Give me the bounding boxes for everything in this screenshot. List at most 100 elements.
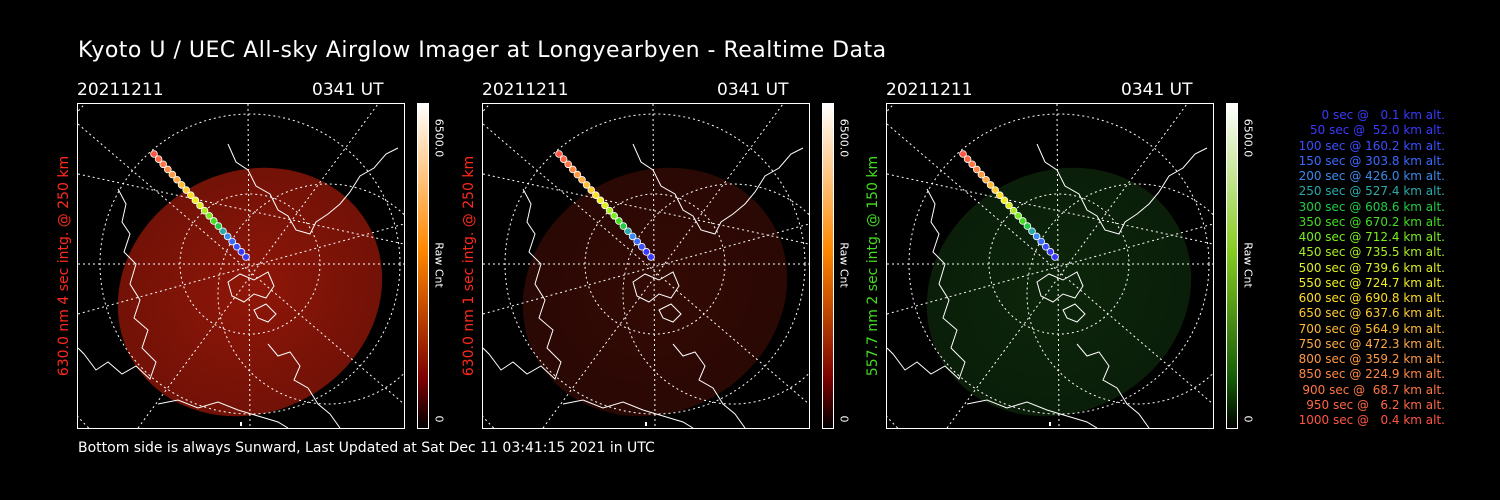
trajectory-point	[196, 201, 204, 210]
colorbar-max-label: 6500.0	[837, 118, 851, 158]
trajectory-point	[242, 253, 250, 261]
coastline	[672, 343, 746, 428]
panel-date: 20211211	[886, 80, 973, 100]
colorbar-min-label: 0	[432, 415, 446, 423]
coastline	[632, 143, 804, 235]
airglow-image	[522, 167, 788, 417]
trajectory-point	[977, 170, 986, 179]
legend-row: 0 sec @ 0.1 km alt.	[1321, 108, 1446, 122]
panel-wavelength-label-wrap: 630.0 nm 4 sec intg. @ 250 km	[55, 103, 73, 429]
legend-row: 900 sec @ 68.7 km alt.	[1302, 382, 1445, 397]
trajectory-point	[605, 206, 614, 215]
panel-wavelength-label-wrap: 630.0 nm 1 sec intg. @ 250 km	[460, 103, 478, 429]
trajectory-point	[1051, 253, 1059, 261]
trajectory-point	[968, 160, 976, 169]
trajectory-point	[619, 222, 628, 230]
trajectory-point	[219, 227, 227, 236]
panel-wavelength-label: 630.0 nm 4 sec intg. @ 250 km	[56, 155, 72, 377]
trajectory-point	[210, 217, 218, 225]
grid-line	[483, 123, 809, 405]
panel-630nm-4sec: 20211211 0341 UT 630.0 nm 4 sec intg. @ …	[56, 80, 517, 440]
trajectory-point	[173, 175, 181, 184]
grid-line	[887, 223, 1213, 315]
trajectory-point	[159, 160, 167, 169]
trajectory-point	[187, 191, 195, 199]
trajectory-point	[1028, 227, 1036, 236]
trajectory-point	[1032, 232, 1041, 241]
trajectory-point	[1023, 222, 1032, 230]
coastline	[267, 343, 341, 428]
trajectory-point	[1000, 196, 1009, 205]
colorbar-name-wrap: Raw Cnt	[834, 235, 854, 295]
colorbar-max-label: 6500.0	[1241, 118, 1255, 158]
trajectory-point	[633, 237, 642, 246]
trajectory-point	[592, 191, 600, 199]
allsky-image	[77, 103, 405, 429]
trajectory-point	[223, 232, 232, 241]
trajectory-point	[182, 186, 190, 194]
trajectory-point	[168, 170, 177, 179]
panel-time: 0341 UT	[1121, 80, 1193, 100]
panel-date: 20211211	[77, 80, 164, 100]
trajectory-point	[154, 155, 163, 163]
trajectory-point	[191, 196, 200, 205]
trajectory-point	[982, 175, 990, 184]
colorbar-min-wrap: 0	[429, 412, 449, 426]
trajectory-point	[628, 232, 637, 241]
coastline	[1036, 271, 1086, 323]
trajectory-point	[555, 150, 563, 158]
trajectory-point	[647, 253, 655, 261]
grid-line	[483, 173, 809, 245]
legend-row: 950 sec @ 6.2 km alt.	[1306, 397, 1445, 412]
colorbar-name-label: Raw Cnt	[837, 242, 851, 288]
trajectory-legend: 0 sec @ 0.1 km alt. 50 sec @ 52.0 km alt.…	[1255, 108, 1445, 428]
trajectory-point	[573, 170, 582, 179]
trajectory-point	[973, 165, 981, 174]
trajectory-point	[991, 186, 999, 194]
trajectory-point	[205, 212, 213, 220]
trajectory-point	[610, 212, 618, 220]
grid-line	[887, 173, 1213, 245]
legend-row: 800 sec @ 359.2 km alt.	[1298, 352, 1445, 366]
colorbar-name-label: Raw Cnt	[432, 242, 446, 288]
panel-wavelength-label: 630.0 nm 1 sec intg. @ 250 km	[461, 155, 477, 377]
panel-630nm-1sec: 20211211 0341 UT 630.0 nm 1 sec intg. @ …	[461, 80, 922, 440]
panel-date: 20211211	[482, 80, 569, 100]
coastline	[227, 271, 277, 323]
trajectory-point	[559, 155, 568, 163]
trajectory-point	[237, 248, 246, 256]
coastline	[483, 188, 562, 380]
grid-circle	[622, 183, 809, 405]
colorbar-min-label: 0	[837, 415, 851, 423]
legend-row: 600 sec @ 690.8 km alt.	[1298, 291, 1445, 305]
sunward-marker	[240, 422, 242, 426]
legend-row: 300 sec @ 608.6 km alt.	[1298, 199, 1445, 214]
allsky-image	[482, 103, 810, 429]
panel-time: 0341 UT	[312, 80, 384, 100]
trajectory-point	[642, 248, 651, 256]
trajectory-point	[214, 222, 223, 230]
coastline	[227, 143, 399, 235]
trajectory-point	[233, 242, 241, 251]
trajectory-point	[638, 242, 646, 251]
grid-circle	[1026, 183, 1213, 405]
legend-row: 550 sec @ 724.7 km alt.	[1298, 275, 1445, 290]
trajectory-point	[601, 201, 609, 210]
legend-row: 650 sec @ 637.6 km alt.	[1298, 306, 1445, 321]
grid-line	[652, 104, 656, 428]
colorbar	[1226, 103, 1238, 429]
colorbar-max-wrap: 6500.0	[429, 103, 449, 173]
trajectory-point	[986, 181, 995, 189]
trajectory-point	[1019, 217, 1027, 225]
trajectory-point	[164, 165, 172, 174]
colorbar-min-label: 0	[1241, 415, 1255, 423]
coastline	[632, 271, 682, 323]
legend-row: 850 sec @ 224.9 km alt.	[1298, 367, 1445, 382]
trajectory-point	[569, 165, 577, 174]
grid-circle	[217, 183, 404, 405]
airglow-image	[926, 167, 1192, 417]
coastline	[562, 399, 694, 428]
trajectory-point	[1005, 201, 1013, 210]
trajectory-point	[578, 175, 586, 184]
colorbar-max-label: 6500.0	[432, 118, 446, 158]
